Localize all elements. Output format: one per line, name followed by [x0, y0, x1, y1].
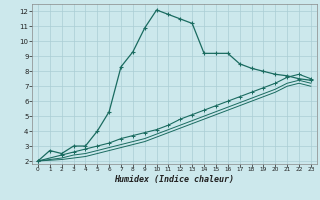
X-axis label: Humidex (Indice chaleur): Humidex (Indice chaleur): [115, 175, 234, 184]
